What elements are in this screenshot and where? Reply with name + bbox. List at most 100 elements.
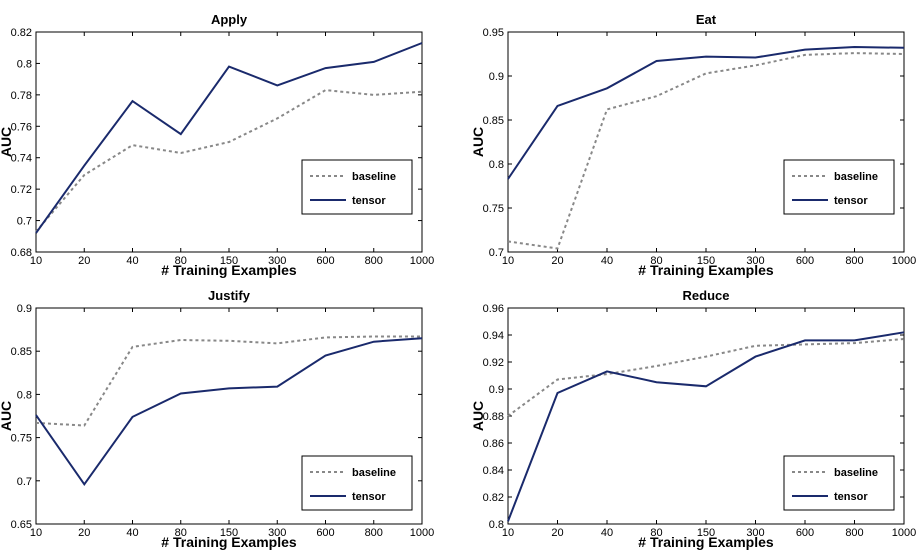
x-axis-label: # Training Examples xyxy=(638,534,774,550)
y-tick-label: 0.68 xyxy=(11,247,32,259)
legend-box xyxy=(783,159,895,215)
chart-title: Reduce xyxy=(683,288,730,303)
y-tick-label: 0.88 xyxy=(483,411,504,423)
y-tick-label: 0.74 xyxy=(11,153,32,165)
x-tick-label: 20 xyxy=(551,255,563,267)
y-tick-label: 0.75 xyxy=(11,433,32,445)
x-tick-label: 600 xyxy=(796,527,814,539)
chart-panel-eat: Eat 0.7 0.75 0.8 0.85 0.9 0.95 10 20 40 80 150 300 60… xyxy=(470,12,916,278)
legend-label-baseline: baseline xyxy=(352,467,396,479)
x-tick-label: 150 xyxy=(220,527,238,539)
series-line-tensor xyxy=(35,337,423,487)
y-tick-label: 0.7 xyxy=(489,247,504,259)
legend: baseline tensor xyxy=(301,455,413,511)
x-tick-label: 800 xyxy=(845,527,863,539)
y-tick-label: 0.65 xyxy=(11,519,32,531)
chart-title: Apply xyxy=(211,12,248,27)
legend-label-baseline: baseline xyxy=(834,467,878,479)
x-tick-label: 1000 xyxy=(410,527,434,539)
y-axis-label: AUC xyxy=(0,127,14,157)
x-tick-label: 1000 xyxy=(410,255,434,267)
series-line-tensor xyxy=(35,42,423,234)
y-tick-label: 0.95 xyxy=(483,27,504,39)
legend: baseline tensor xyxy=(783,159,895,215)
x-tick-label: 150 xyxy=(220,255,238,267)
x-tick-label: 80 xyxy=(650,255,662,267)
y-tick-label: 0.82 xyxy=(483,492,504,504)
x-tick-label: 300 xyxy=(268,527,286,539)
legend-label-tensor: tensor xyxy=(352,195,386,207)
y-axis-label: AUC xyxy=(0,401,14,431)
x-axis-label: # Training Examples xyxy=(161,262,297,278)
legend-box xyxy=(301,159,413,215)
y-tick-label: 0.9 xyxy=(489,384,504,396)
x-tick-label: 150 xyxy=(697,527,715,539)
y-tick-label: 0.82 xyxy=(11,27,32,39)
legend-label-baseline: baseline xyxy=(834,171,878,183)
y-tick-label: 0.8 xyxy=(17,58,32,70)
legend-label-tensor: tensor xyxy=(834,195,868,207)
y-tick-label: 0.72 xyxy=(11,184,32,196)
chart-title: Eat xyxy=(696,12,717,27)
chart-title: Justify xyxy=(208,288,251,303)
y-tick-label: 0.94 xyxy=(483,330,504,342)
legend-box xyxy=(783,455,895,511)
x-tick-label: 20 xyxy=(78,527,90,539)
y-tick-label: 0.86 xyxy=(483,438,504,450)
x-tick-label: 600 xyxy=(316,527,334,539)
x-tick-label: 40 xyxy=(126,527,138,539)
x-tick-label: 150 xyxy=(697,255,715,267)
y-tick-label: 0.8 xyxy=(489,159,504,171)
plot-area xyxy=(507,31,905,253)
x-tick-label: 40 xyxy=(601,255,613,267)
x-tick-label: 800 xyxy=(365,255,383,267)
x-tick-label: 40 xyxy=(601,527,613,539)
x-tick-label: 600 xyxy=(316,255,334,267)
y-tick-label: 0.78 xyxy=(11,90,32,102)
legend: baseline tensor xyxy=(301,159,413,215)
series-line-baseline xyxy=(35,335,422,427)
x-tick-label: 10 xyxy=(30,255,42,267)
y-tick-label: 0.76 xyxy=(11,121,32,133)
y-axis-label: AUC xyxy=(470,127,486,157)
y-axis-label: AUC xyxy=(470,401,486,431)
x-tick-label: 20 xyxy=(78,255,90,267)
y-tick-label: 0.7 xyxy=(17,216,32,228)
x-tick-label: 40 xyxy=(126,255,138,267)
y-tick-label: 0.85 xyxy=(483,115,504,127)
x-axis-label: # Training Examples xyxy=(638,262,774,278)
y-tick-label: 0.7 xyxy=(17,476,32,488)
legend-label-tensor: tensor xyxy=(834,491,868,503)
x-tick-label: 300 xyxy=(268,255,286,267)
x-tick-label: 10 xyxy=(502,255,514,267)
legend-label-baseline: baseline xyxy=(352,171,396,183)
legend-label-tensor: tensor xyxy=(352,491,386,503)
chart-panel-apply: Apply 0.68 0.7 0.72 0.74 0.76 0.78 0.8 0.82 10 20 4… xyxy=(0,12,434,278)
x-tick-label: 1000 xyxy=(892,527,916,539)
chart-panel-reduce: Reduce 0.8 0.82 0.84 0.86 0.88 0.9 0.92 0.94 0.96… xyxy=(470,288,916,550)
legend: baseline tensor xyxy=(783,455,895,511)
series-line-tensor xyxy=(507,45,905,180)
x-tick-label: 10 xyxy=(30,527,42,539)
x-tick-label: 300 xyxy=(746,527,764,539)
x-tick-label: 300 xyxy=(746,255,764,267)
y-tick-label: 0.92 xyxy=(483,357,504,369)
y-tick-label: 0.8 xyxy=(489,519,504,531)
y-tick-label: 0.96 xyxy=(483,303,504,315)
x-axis-label: # Training Examples xyxy=(161,534,297,550)
y-tick-label: 0.8 xyxy=(17,389,32,401)
y-tick-label: 0.9 xyxy=(17,303,32,315)
chart-panel-justify: Justify 0.65 0.7 0.75 0.8 0.85 0.9 10 20 40 80 150 3… xyxy=(0,288,434,550)
x-tick-label: 800 xyxy=(845,255,863,267)
x-tick-label: 600 xyxy=(796,255,814,267)
x-tick-label: 10 xyxy=(502,527,514,539)
y-tick-label: 0.75 xyxy=(483,203,504,215)
x-tick-label: 80 xyxy=(175,255,187,267)
x-tick-label: 80 xyxy=(175,527,187,539)
y-tick-label: 0.9 xyxy=(489,71,504,83)
x-tick-label: 1000 xyxy=(892,255,916,267)
y-tick-label: 0.85 xyxy=(11,346,32,358)
x-tick-label: 20 xyxy=(551,527,563,539)
x-tick-label: 800 xyxy=(365,527,383,539)
